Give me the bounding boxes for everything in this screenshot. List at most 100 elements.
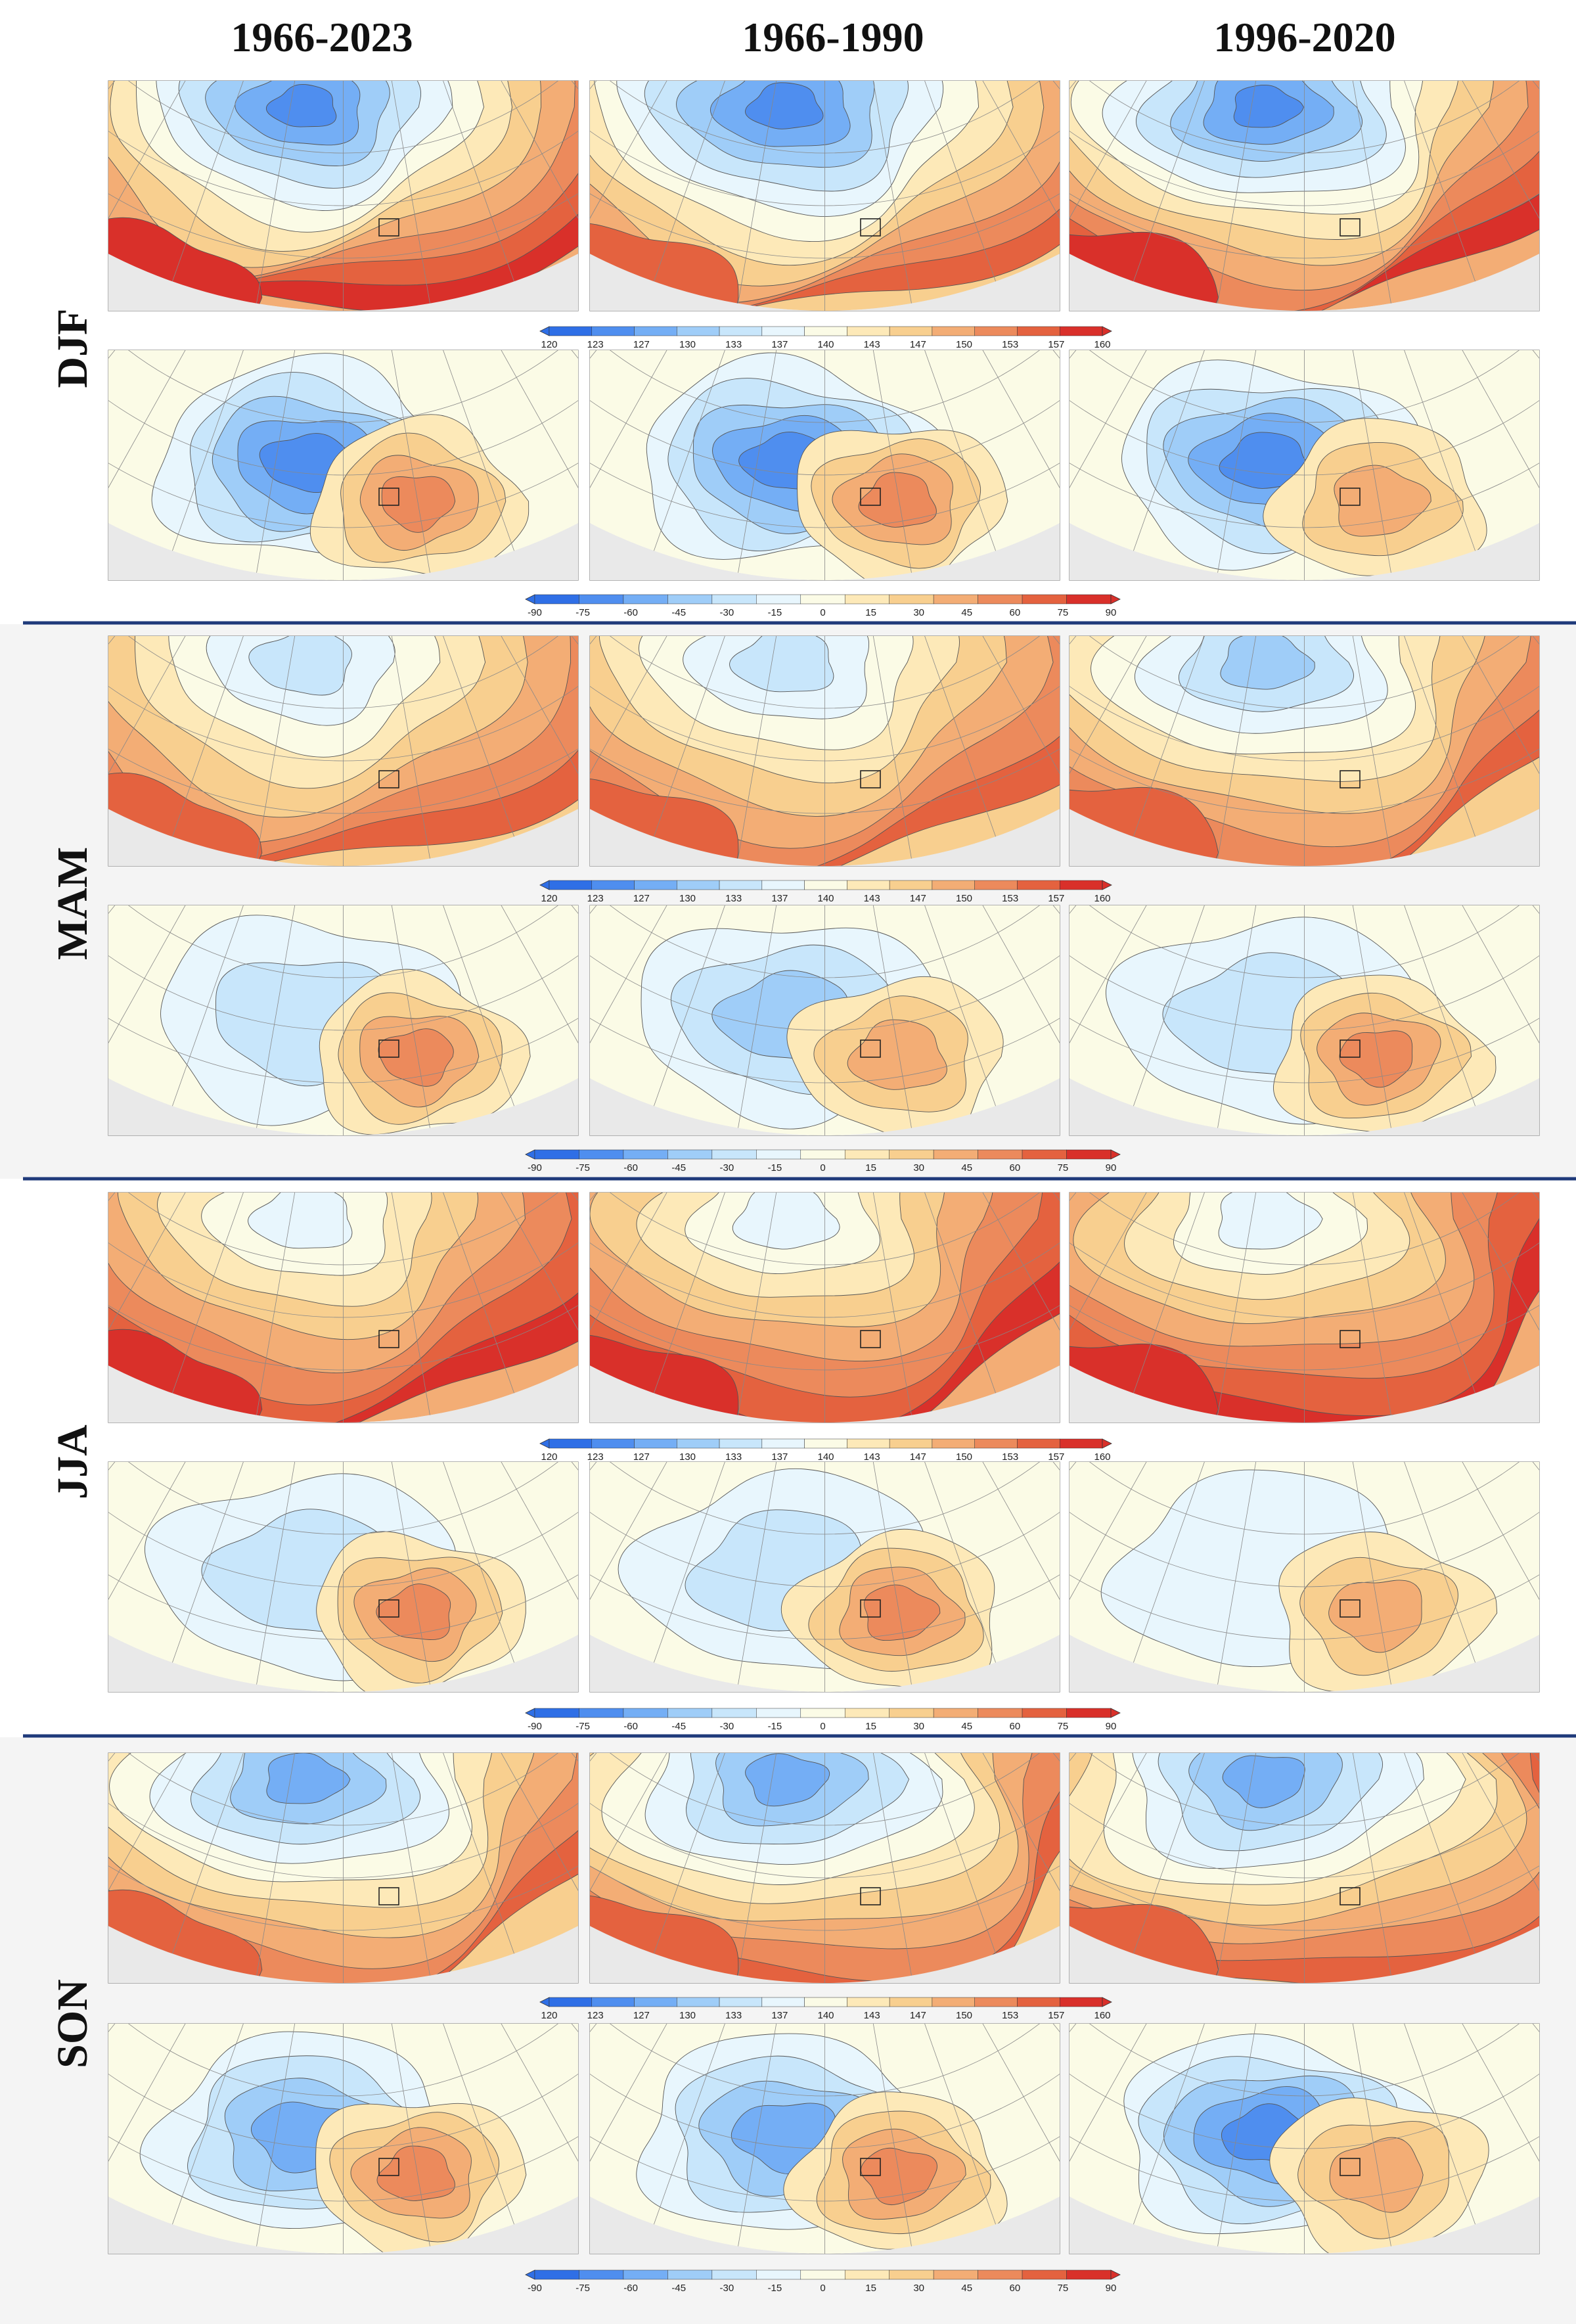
anomaly-high-10 <box>858 472 937 528</box>
colorbar-segment <box>804 1997 847 2007</box>
meridian-line <box>982 2024 1060 2162</box>
colorbar-segment <box>719 880 763 890</box>
meridian-line <box>443 81 514 282</box>
meridian-line <box>924 905 996 1106</box>
map-field <box>108 350 578 580</box>
son-mean-map-3 <box>1069 1752 1540 1984</box>
colorbar-tick-label: 133 <box>725 1451 742 1463</box>
colorbar-segment <box>677 1997 720 2007</box>
column-titles: 1966-2023 1966-1990 1996-2020 <box>231 14 1395 60</box>
latitude-circle <box>128 1462 558 1535</box>
colorbar-extend-max <box>1102 326 1112 336</box>
study-region-marker <box>860 2158 881 2176</box>
colorbar-tick-label: -75 <box>575 1162 590 1173</box>
colorbar-segment <box>711 1149 757 1160</box>
meridian-line <box>108 81 186 219</box>
colorbar-tick-label: 157 <box>1048 1451 1064 1463</box>
colorbar-tick-label: 147 <box>910 1451 926 1463</box>
meridian-line <box>1352 1193 1391 1415</box>
meridian-line <box>1352 2024 1391 2246</box>
study-region-marker <box>1340 2158 1361 2176</box>
colorbar-tick-label: 150 <box>956 2010 972 2021</box>
meridian-line <box>172 81 244 282</box>
outside-domain <box>108 636 578 866</box>
meridian-line <box>256 636 296 859</box>
colorbar-extend-min <box>539 1438 550 1449</box>
colorbar-tick-label: 133 <box>725 2010 742 2021</box>
latitude-circle <box>1069 1242 1539 1318</box>
son-anomaly-map-3 <box>1069 2023 1540 2254</box>
colorbar-segment <box>974 326 1018 336</box>
colorbar-segment <box>634 880 677 890</box>
meridian-line <box>982 905 1060 1043</box>
contour-level-1 <box>745 82 824 129</box>
colorbar-segment <box>844 594 889 604</box>
meridian-line <box>1462 1193 1539 1331</box>
jja-mean-map-1 <box>108 1192 579 1423</box>
outside-domain <box>108 905 578 1135</box>
colorbar-segment <box>756 2269 801 2280</box>
djf-anomaly-map-2 <box>589 350 1060 581</box>
season-label-mam: MAM <box>49 847 97 960</box>
colorbar-tick-label: -45 <box>671 1162 686 1173</box>
latitude-circle <box>590 955 1060 1031</box>
meridian-line <box>256 2024 296 2246</box>
colorbar-tick-label: 133 <box>725 339 742 350</box>
colorbar-segment <box>667 1149 713 1160</box>
colorbar-tick-label: 153 <box>1002 893 1018 904</box>
colorbar-segment <box>889 1438 933 1449</box>
latitude-circle <box>108 1242 578 1318</box>
son-anomaly-colorbar: -90 -75 -60 -45 -30 -15 0 15 30 45 60 75 90 <box>525 2269 1121 2294</box>
colorbar-segment <box>761 1438 805 1449</box>
meridian-line <box>256 1462 296 1685</box>
colorbar-tick-label: 160 <box>1094 893 1110 904</box>
outside-domain <box>590 81 1060 311</box>
latitude-circle <box>590 2074 1060 2149</box>
anomaly-high-10 <box>1339 1030 1413 1088</box>
colorbar-tick-label: 137 <box>771 2010 788 2021</box>
colorbar-segment <box>549 880 593 890</box>
meridian-line <box>443 636 514 837</box>
colorbar-segment <box>1066 1708 1112 1718</box>
meridian-line <box>1217 1193 1257 1415</box>
study-region-marker <box>860 770 881 788</box>
colorbar-segment <box>623 1708 668 1718</box>
colorbar-tick-label: -60 <box>623 1162 638 1173</box>
meridian-line <box>1133 1462 1205 1663</box>
map-field <box>590 1462 1060 1692</box>
latitude-circle <box>1089 636 1520 709</box>
meridian-line <box>590 905 667 1043</box>
study-region-marker <box>378 2158 399 2176</box>
meridian-line <box>1462 905 1539 1043</box>
map-field <box>108 2024 578 2254</box>
colorbar-tick-label: 75 <box>1058 1162 1069 1173</box>
map-field <box>1069 350 1539 580</box>
latitude-circle <box>1069 2136 1539 2202</box>
meridian-line <box>924 636 996 837</box>
meridian-line <box>982 1462 1060 1600</box>
anomaly-high-9 <box>1329 2137 1424 2213</box>
colorbar-tick-label: 143 <box>864 893 880 904</box>
meridian-line <box>590 1462 667 1600</box>
colorbar-segment <box>756 1708 801 1718</box>
colorbar-segment <box>591 1997 635 2007</box>
colorbar-tick-label: 127 <box>633 893 650 904</box>
contour-level-4 <box>729 636 834 693</box>
colorbar-segment <box>579 594 624 604</box>
colorbar-tick-label: 127 <box>633 339 650 350</box>
colorbar-segment <box>719 326 763 336</box>
meridian-line <box>172 2024 244 2225</box>
season-label-son: SON <box>49 1979 97 2068</box>
colorbar-tick-label: 157 <box>1048 339 1064 350</box>
colorbar-tick-label: 133 <box>725 893 742 904</box>
meridian-line <box>172 1462 244 1663</box>
anomaly-high-10 <box>376 1584 451 1641</box>
anomaly-high-10 <box>376 2145 455 2201</box>
meridian-line <box>108 636 186 774</box>
anomaly-high-10 <box>864 1584 941 1641</box>
map-field <box>1069 81 1539 311</box>
colorbar-segment <box>1066 2269 1112 2280</box>
colorbar-segment <box>677 880 720 890</box>
meridian-line <box>1404 1193 1475 1394</box>
meridian-line <box>1462 81 1539 219</box>
